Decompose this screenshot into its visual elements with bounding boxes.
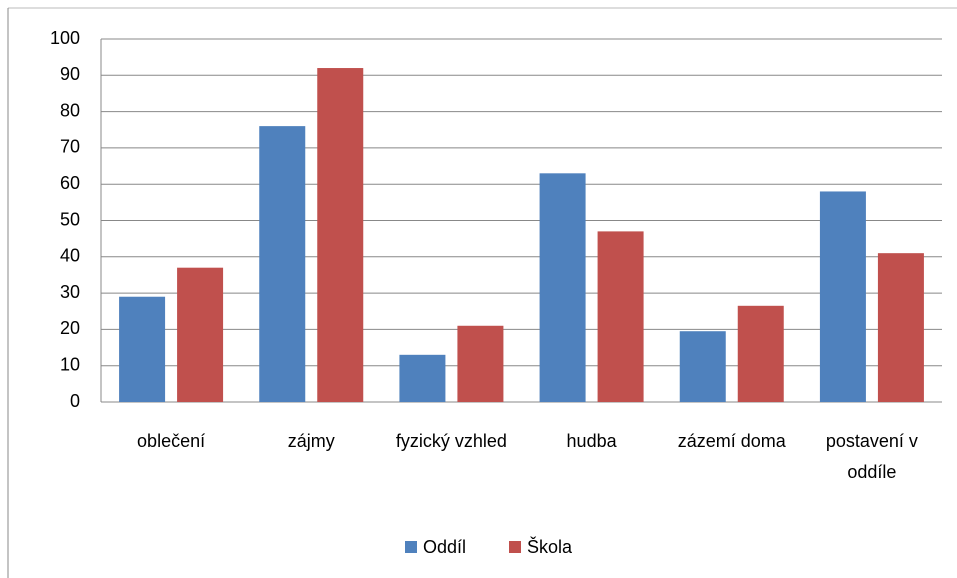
y-tick-label: 20 [60, 318, 80, 338]
y-tick-label: 90 [60, 64, 80, 84]
bar [177, 267, 224, 402]
bar [819, 191, 866, 402]
y-tick-label: 10 [60, 354, 80, 374]
y-tick-label: 70 [60, 137, 80, 157]
bar [597, 231, 644, 402]
legend-swatch [509, 541, 521, 553]
y-tick-label: 40 [60, 246, 80, 266]
x-tick-label: fyzický vzhled [395, 431, 507, 451]
x-tick-label: oblečení [137, 431, 206, 451]
x-tick-label: hudba [566, 431, 617, 451]
y-tick-label: 60 [60, 173, 80, 193]
legend-label: Škola [527, 536, 573, 557]
bar [737, 305, 784, 402]
bar [399, 354, 446, 402]
x-tick-label: zájmy [287, 431, 335, 451]
y-tick-label: 100 [50, 28, 80, 48]
x-tick-label: zázemí doma [677, 431, 786, 451]
bar [317, 68, 364, 402]
bar [877, 253, 924, 402]
bar [679, 331, 726, 402]
x-tick-label: postavení v oddíle [825, 431, 918, 482]
y-tick-label: 80 [60, 100, 80, 120]
bar [457, 325, 504, 402]
y-tick-label: 0 [70, 391, 80, 411]
bar [539, 173, 586, 402]
bar [259, 126, 306, 403]
legend-swatch [405, 541, 417, 553]
y-tick-label: 50 [60, 209, 80, 229]
bar [119, 296, 166, 402]
y-tick-label: 30 [60, 282, 80, 302]
legend-label: Oddíl [423, 537, 466, 557]
